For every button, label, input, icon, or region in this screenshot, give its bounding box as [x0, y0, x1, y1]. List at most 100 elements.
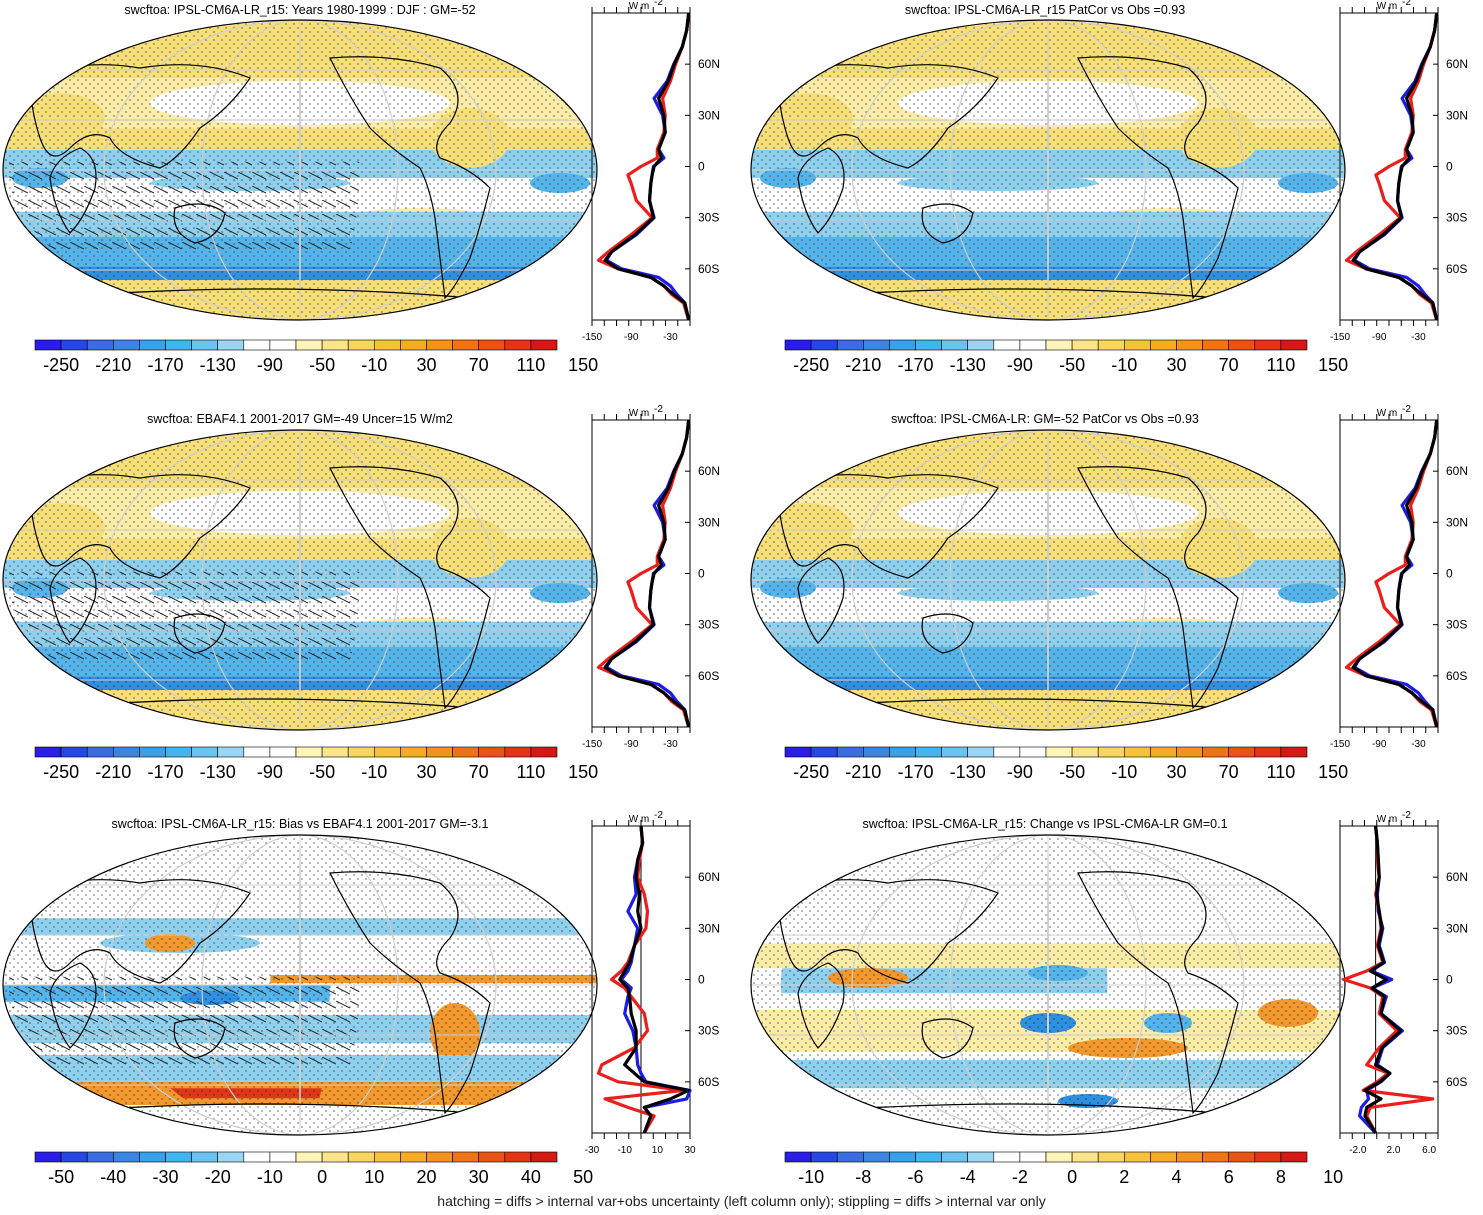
colorbar-label-5: -50	[1059, 355, 1085, 375]
colorbar-label-9: 110	[1267, 762, 1296, 782]
colorbar-label-5: -50	[309, 762, 335, 782]
colorbar-swatch-1	[60, 1151, 88, 1163]
coast-africa-south	[797, 147, 845, 234]
colorbar-label-10: 150	[1318, 762, 1348, 782]
colorbar-label-6: 10	[364, 1167, 384, 1187]
profile-lat-label-1: 30N	[1446, 921, 1468, 935]
profile-lat-label-3: 30S	[698, 618, 719, 632]
coastlines	[777, 56, 1239, 300]
colorbar-swatch-3	[863, 1151, 890, 1163]
colorbar-swatch-7	[217, 339, 245, 351]
colorbar-label-3: -130	[200, 762, 236, 782]
zonal-profile-4: W m -2 60N 30N 0 30S 60S -150 -90 -30	[1330, 404, 1468, 750]
colorbar-swatch-18	[1254, 746, 1282, 758]
profile-units-label: W m	[1377, 814, 1398, 825]
coast-antarctica	[119, 288, 471, 299]
coastlines	[29, 871, 491, 1115]
hatching-region	[8, 161, 360, 254]
map-panel-5	[2, 834, 598, 1136]
map-field	[751, 20, 1345, 320]
coastlines	[777, 466, 1239, 710]
colorbar-swatch-17	[478, 746, 506, 758]
hatching-group	[8, 161, 360, 254]
colorbar-swatch-15	[1176, 1151, 1203, 1163]
colorbar-swatch-9	[269, 1151, 297, 1163]
colorbar-swatch-18	[1254, 1151, 1282, 1163]
colorbar-label-0: -250	[793, 762, 829, 782]
hatching-region	[8, 571, 360, 664]
colorbar-label-2: -6	[907, 1167, 923, 1187]
colorbar-swatch-9	[269, 339, 297, 351]
profile-x-label-0: -2.0	[1349, 1145, 1367, 1156]
coast-africa-south	[797, 557, 845, 644]
colorbar-label-9: 110	[517, 762, 546, 782]
colorbar-swatch-12	[1097, 746, 1125, 758]
colorbar-label-8: 6	[1224, 1167, 1234, 1187]
map-field	[751, 430, 1345, 730]
profile-x-label-1: -90	[1372, 332, 1387, 343]
colorbar-swatch-16	[452, 1151, 480, 1163]
profile-lat-label-0: 60N	[1446, 464, 1468, 478]
colorbar-label-3: -20	[205, 1167, 231, 1187]
profile-units-superscript: -2	[1402, 810, 1411, 821]
profile-x-label-1: -10	[617, 1145, 632, 1156]
graticule-lon-4	[851, 835, 1245, 1135]
coast-eurasia-africa	[777, 474, 999, 579]
colorbar-swatch-9	[269, 746, 297, 758]
colorbar-swatch-10	[295, 339, 323, 351]
colorbar-swatch-13	[1123, 746, 1151, 758]
colorbar-swatch-7	[967, 1151, 995, 1163]
colorbar-swatch-7	[967, 339, 995, 351]
graticule-lon-4	[851, 20, 1245, 320]
profile-units-label: W m	[1377, 1, 1398, 12]
colorbar-swatch-6	[941, 339, 969, 351]
zonal-profile-3: W m -2 60N 30N 0 30S 60S -150 -90 -30	[582, 404, 720, 750]
profile-lat-label-1: 30N	[1446, 515, 1468, 529]
colorbar-swatch-4	[889, 746, 916, 758]
colorbar-swatch-16	[452, 339, 480, 351]
colorbar-swatch-16	[1202, 746, 1230, 758]
map-frame	[2, 834, 598, 1136]
colorbar-label-6: -10	[1111, 762, 1137, 782]
colorbar-swatch-2	[836, 746, 864, 758]
colorbar-label-0: -10	[798, 1167, 824, 1187]
profile-units-superscript: -2	[654, 404, 663, 415]
colorbar-label-4: -90	[257, 762, 283, 782]
colorbar-label-6: -10	[1111, 355, 1137, 375]
colorbar-swatch-0	[784, 339, 812, 351]
graticule-lon-2	[1047, 430, 1049, 730]
panel-2-title: swcftoa: IPSL-CM6A-LR_r15 PatCor vs Obs …	[904, 3, 1186, 17]
colorbar-label-9: 8	[1276, 1167, 1286, 1187]
colorbar-label-10: 150	[1318, 355, 1348, 375]
coastlines	[29, 56, 491, 300]
colorbar-swatch-0	[34, 746, 62, 758]
profile-lat-label-3: 30S	[698, 1024, 719, 1038]
coast-antarctica	[867, 288, 1219, 299]
profile-units-superscript: -2	[1402, 404, 1411, 415]
coast-americas	[329, 466, 491, 710]
profile-x-label-0: -150	[1330, 739, 1350, 750]
map-panel-2	[750, 19, 1346, 321]
colorbar-label-5: -50	[1059, 762, 1085, 782]
colorbar-swatch-5	[165, 1151, 192, 1163]
colorbar-swatch-2	[86, 746, 114, 758]
coast-eurasia-africa	[777, 64, 999, 169]
profile-x-label-2: -30	[663, 332, 678, 343]
colorbar-swatch-1	[810, 1151, 838, 1163]
profile-lat-label-4: 60S	[1446, 669, 1467, 683]
coastlines	[777, 871, 1239, 1115]
colorbar-swatch-5	[165, 339, 192, 351]
colorbar-label-10: 150	[568, 355, 598, 375]
colorbar-swatch-12	[1097, 1151, 1125, 1163]
colorbar-swatch-11	[321, 1151, 349, 1163]
colorbar-label-5: 0	[317, 1167, 327, 1187]
colorbar-label-1: -210	[845, 762, 881, 782]
colorbar-swatch-1	[810, 746, 838, 758]
colorbar-swatch-17	[1228, 339, 1256, 351]
colorbar-swatch-2	[836, 1151, 864, 1163]
colorbar-swatch-3	[113, 339, 140, 351]
coast-antarctica	[867, 1103, 1219, 1114]
colorbar-label-10: 150	[568, 762, 598, 782]
map-frame	[2, 429, 598, 731]
colorbar-swatch-18	[504, 746, 532, 758]
